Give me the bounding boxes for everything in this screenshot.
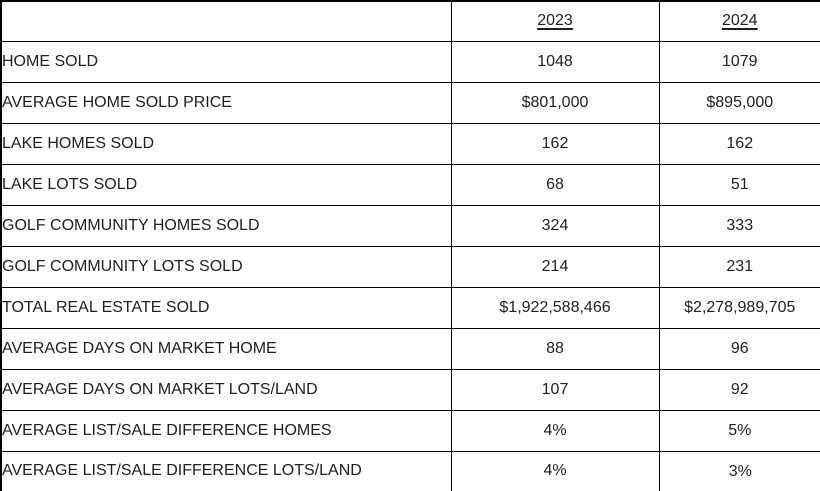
value-2023: 214 <box>450 245 660 288</box>
value-2023: $1,922,588,466 <box>450 286 660 329</box>
table-row: GOLF COMMUNITY LOTS SOLD 214 231 <box>0 245 820 288</box>
value-2024: 3% <box>658 450 820 491</box>
value-2024: 162 <box>658 122 820 165</box>
value-2024: 96 <box>658 327 820 370</box>
value-2023: 107 <box>450 368 660 411</box>
header-year-2024: 2024 <box>658 0 820 42</box>
header-year-2023: 2023 <box>450 0 660 42</box>
table-row: AVERAGE LIST/SALE DIFFERENCE HOMES 4% 5% <box>0 409 820 452</box>
value-2024: 5% <box>658 409 820 452</box>
row-label: AVERAGE HOME SOLD PRICE <box>0 81 452 124</box>
value-2024: 51 <box>658 163 820 206</box>
value-2024: 333 <box>658 204 820 247</box>
row-label: AVERAGE LIST/SALE DIFFERENCE LOTS/LAND <box>0 450 452 491</box>
table-row: GOLF COMMUNITY HOMES SOLD 324 333 <box>0 204 820 247</box>
table-row: HOME SOLD 1048 1079 <box>0 40 820 83</box>
row-label: AVERAGE DAYS ON MARKET LOTS/LAND <box>0 368 452 411</box>
value-2024: 231 <box>658 245 820 288</box>
table-row: AVERAGE DAYS ON MARKET LOTS/LAND 107 92 <box>0 368 820 411</box>
row-label: AVERAGE DAYS ON MARKET HOME <box>0 327 452 370</box>
table-row: AVERAGE LIST/SALE DIFFERENCE LOTS/LAND 4… <box>0 450 820 491</box>
row-label: GOLF COMMUNITY LOTS SOLD <box>0 245 452 288</box>
value-2023: 324 <box>450 204 660 247</box>
value-2024: 92 <box>658 368 820 411</box>
value-2023: 4% <box>450 409 660 452</box>
value-2024: $895,000 <box>658 81 820 124</box>
header-empty-cell <box>0 0 452 42</box>
table-row: LAKE LOTS SOLD 68 51 <box>0 163 820 206</box>
value-2023: 1048 <box>450 40 660 83</box>
value-2023: 162 <box>450 122 660 165</box>
value-2023: 68 <box>450 163 660 206</box>
table-row: TOTAL REAL ESTATE SOLD $1,922,588,466 $2… <box>0 286 820 329</box>
row-label: AVERAGE LIST/SALE DIFFERENCE HOMES <box>0 409 452 452</box>
row-label: GOLF COMMUNITY HOMES SOLD <box>0 204 452 247</box>
value-2024: $2,278,989,705 <box>658 286 820 329</box>
table-row: AVERAGE DAYS ON MARKET HOME 88 96 <box>0 327 820 370</box>
value-2023: 4% <box>450 450 660 491</box>
row-label: LAKE LOTS SOLD <box>0 163 452 206</box>
row-label: HOME SOLD <box>0 40 452 83</box>
value-2023: $801,000 <box>450 81 660 124</box>
table-row: LAKE HOMES SOLD 162 162 <box>0 122 820 165</box>
table-row: AVERAGE HOME SOLD PRICE $801,000 $895,00… <box>0 81 820 124</box>
row-label: LAKE HOMES SOLD <box>0 122 452 165</box>
value-2024: 1079 <box>658 40 820 83</box>
row-label: TOTAL REAL ESTATE SOLD <box>0 286 452 329</box>
value-2023: 88 <box>450 327 660 370</box>
table-header-row: 2023 2024 <box>0 0 820 42</box>
